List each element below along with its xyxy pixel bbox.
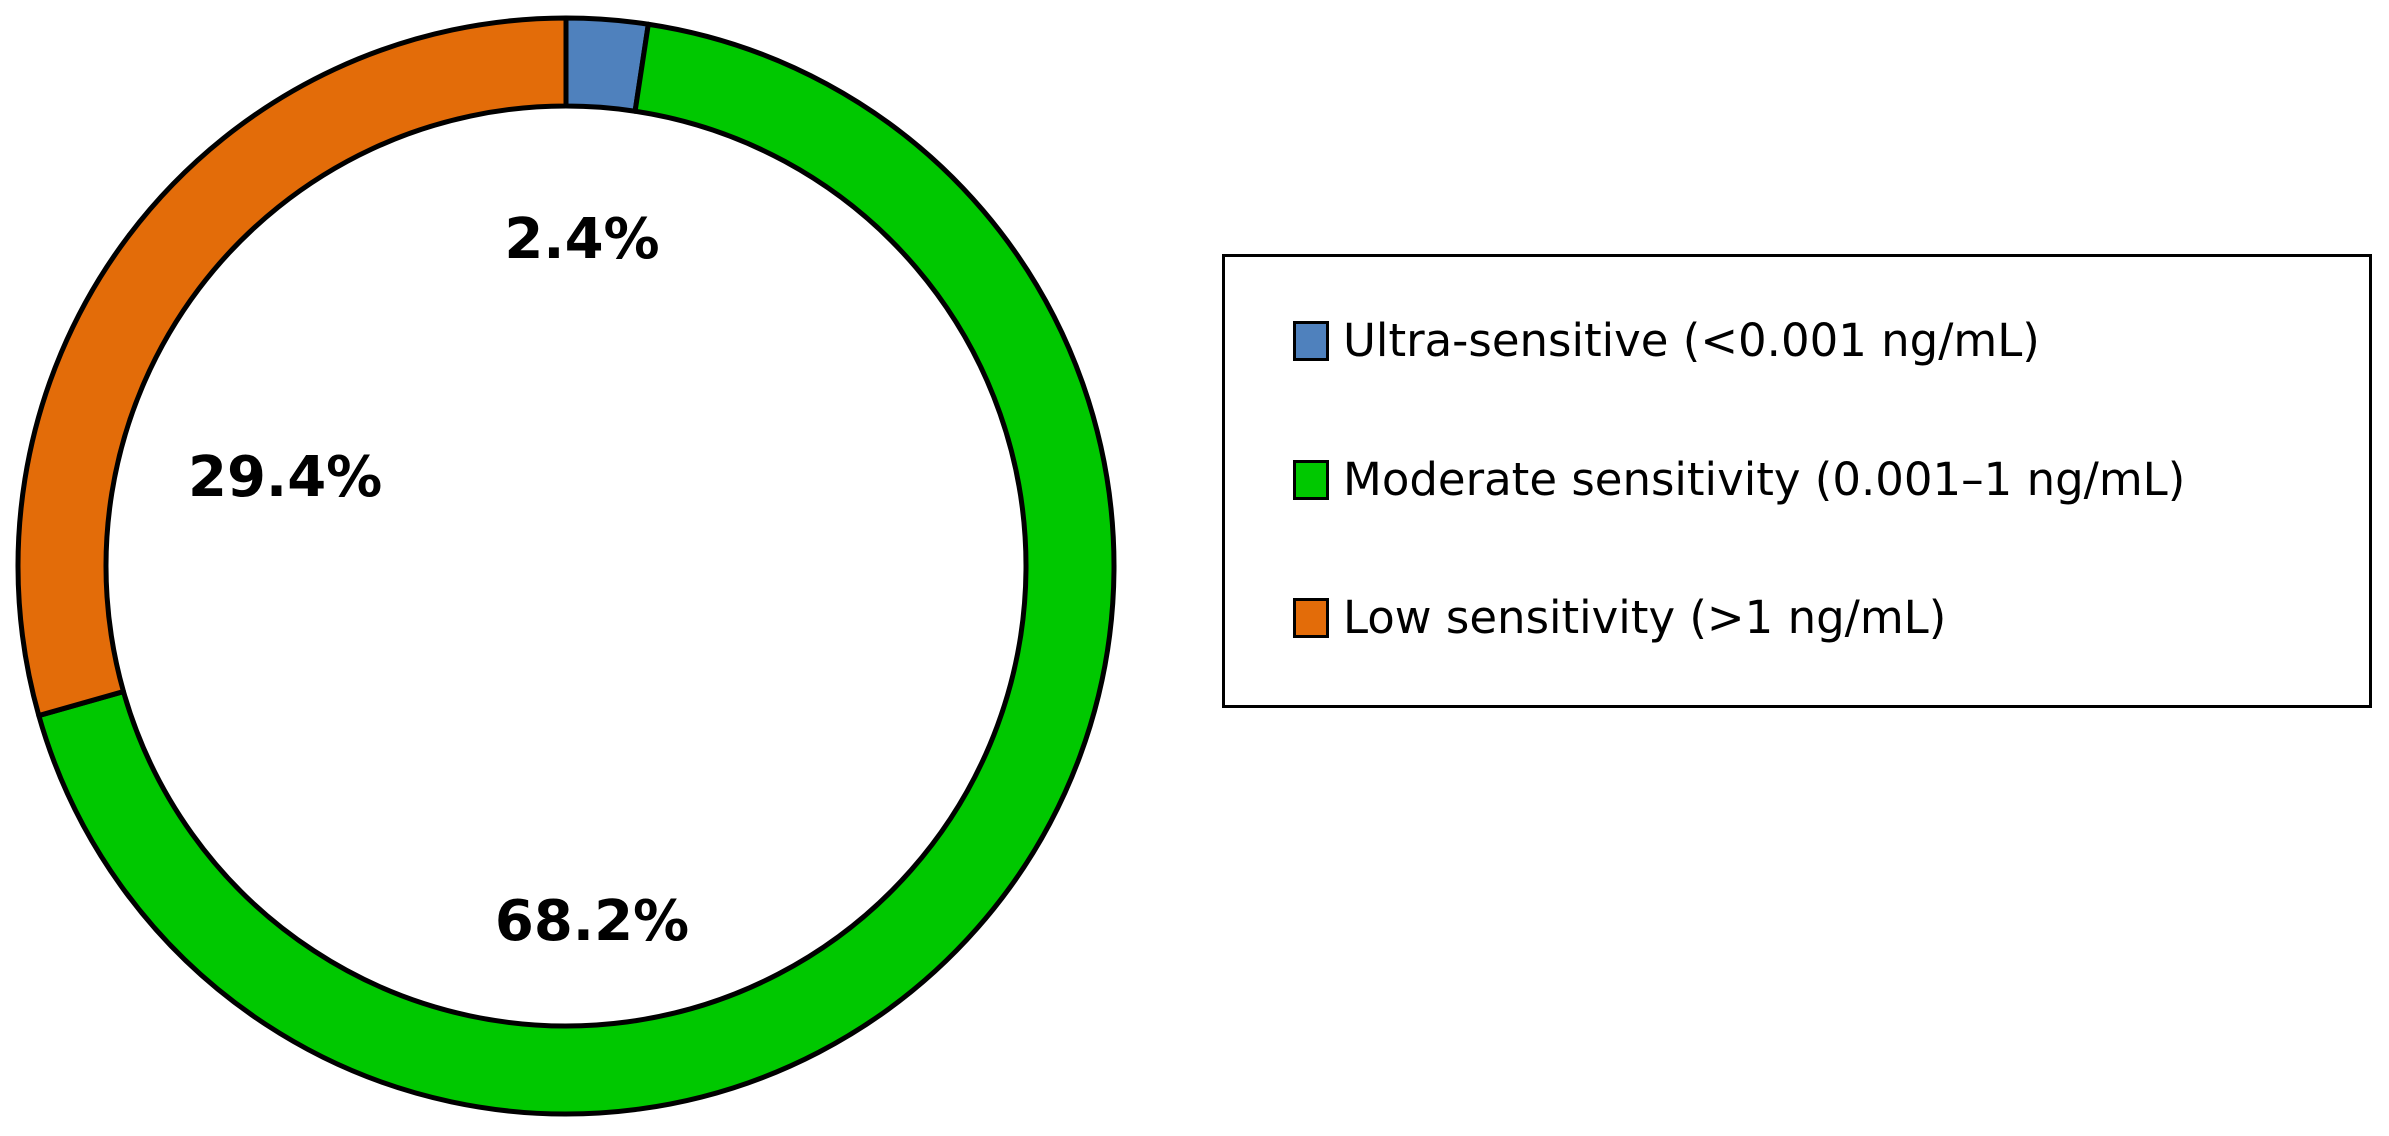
- slice-label-ultra-sensitive: 2.4%: [504, 207, 659, 272]
- legend-label-moderate-sensitivity: Moderate sensitivity (0.001–1 ng/mL): [1343, 453, 2186, 506]
- slice-label-moderate-sensitivity: 68.2%: [495, 889, 689, 954]
- slice-label-low-sensitivity: 29.4%: [188, 445, 382, 510]
- legend-item-low-sensitivity: Low sensitivity (>1 ng/mL): [1293, 591, 1946, 644]
- legend: Ultra-sensitive (<0.001 ng/mL) Moderate …: [1222, 254, 2372, 708]
- legend-item-ultra-sensitive: Ultra-sensitive (<0.001 ng/mL): [1293, 314, 2040, 367]
- legend-swatch-low-sensitivity: [1293, 597, 1329, 638]
- donut-chart: 2.4% 68.2% 29.4%: [15, 15, 1117, 1117]
- legend-label-low-sensitivity: Low sensitivity (>1 ng/mL): [1343, 591, 1947, 644]
- donut-slices: [15, 15, 1117, 1117]
- legend-label-ultra-sensitive: Ultra-sensitive (<0.001 ng/mL): [1343, 314, 2040, 367]
- slice-moderate-sensitivity: [36, 21, 1117, 1117]
- legend-item-moderate-sensitivity: Moderate sensitivity (0.001–1 ng/mL): [1293, 453, 2185, 506]
- legend-swatch-ultra-sensitive: [1293, 320, 1329, 361]
- slice-low-sensitivity: [15, 15, 569, 719]
- legend-swatch-moderate-sensitivity: [1293, 459, 1329, 500]
